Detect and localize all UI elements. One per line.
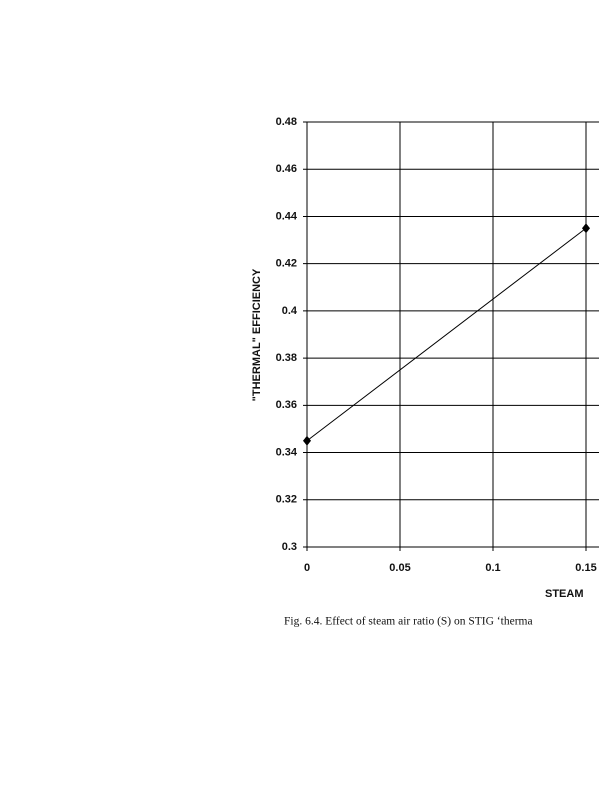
x-tick-label: 0.15 [575, 562, 596, 574]
y-tick-label: 0.34 [276, 446, 298, 458]
data-line [306, 227, 587, 442]
x-tick-label: 0.05 [389, 562, 410, 574]
x-tick-label: 0 [304, 562, 310, 574]
data-marker [582, 223, 590, 234]
y-tick-label: 0.38 [276, 352, 297, 364]
y-tick-label: 0.4 [282, 305, 298, 317]
x-axis-label: STEAM [545, 588, 584, 600]
y-tick-label: 0.48 [276, 116, 297, 128]
y-tick-label: 0.46 [276, 163, 297, 175]
y-tick-label: 0.36 [276, 399, 297, 411]
y-axis-label: "THERMAL" EFFICIENCY [251, 268, 263, 401]
y-tick-label: 0.42 [276, 258, 297, 270]
y-tick-label: 0.32 [276, 494, 297, 506]
y-tick-label: 0.44 [276, 210, 298, 222]
data-marker [303, 435, 311, 446]
x-tick-label: 0.1 [485, 562, 500, 574]
caption: Fig. 6.4. Effect of steam air ratio (S) … [284, 616, 533, 628]
y-tick-label: 0.3 [282, 541, 297, 553]
